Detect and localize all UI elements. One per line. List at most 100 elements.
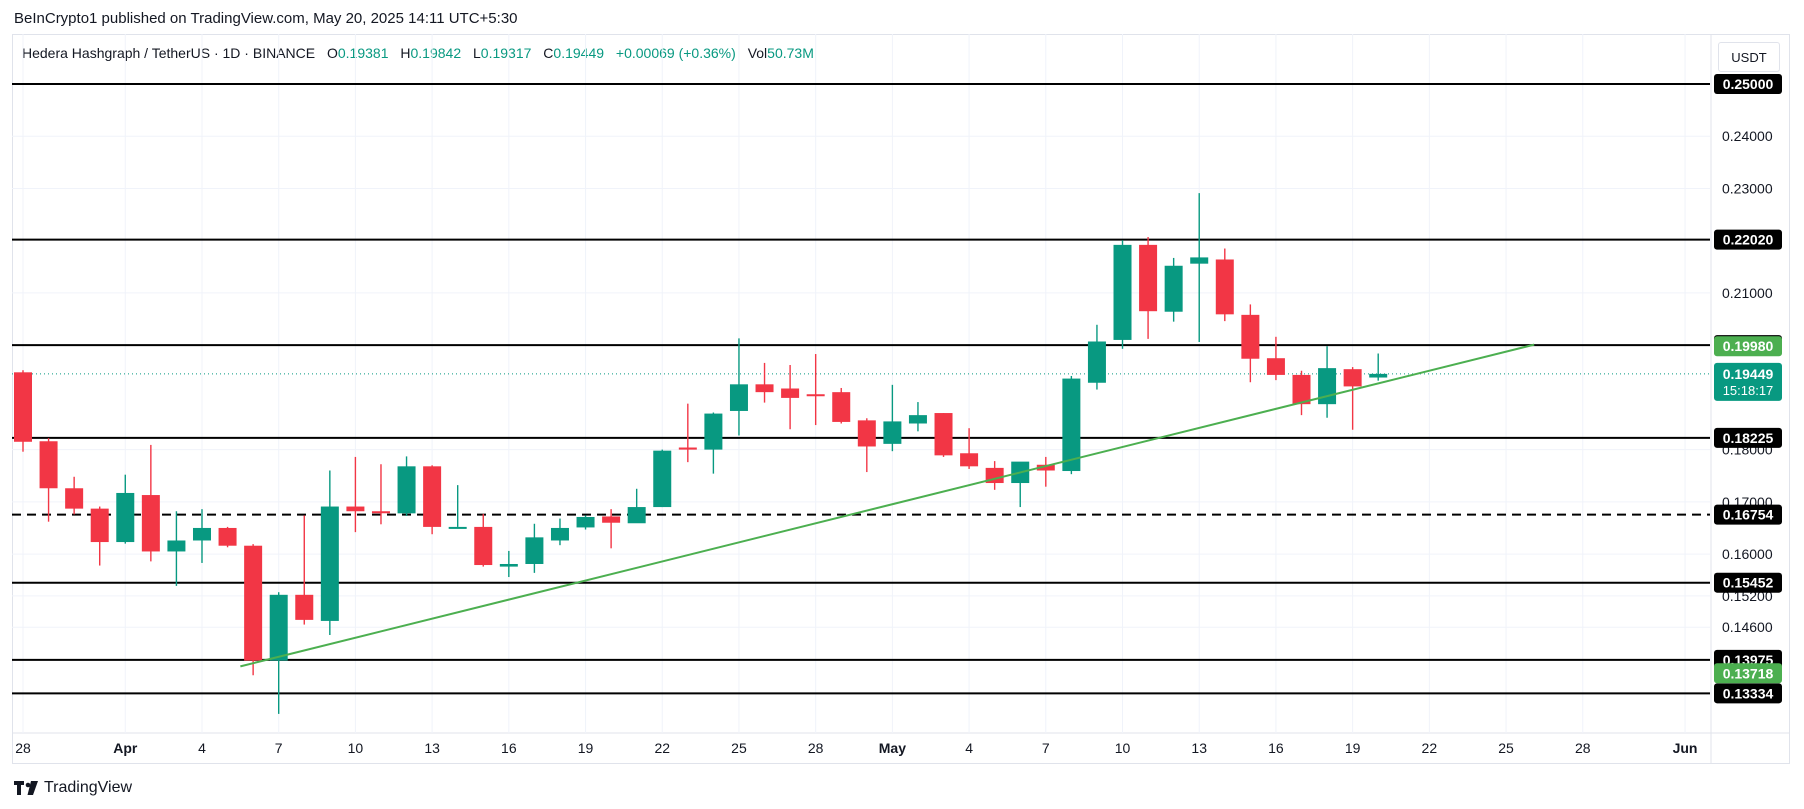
candle bbox=[1292, 370, 1311, 416]
level-price-tag-bg bbox=[1714, 572, 1782, 593]
x-tick-label: 13 bbox=[424, 740, 440, 756]
ascending-trendline[interactable] bbox=[240, 343, 1535, 668]
candle bbox=[908, 402, 927, 432]
alert-price-tag: 0.19980 bbox=[1723, 338, 1774, 354]
candle-body bbox=[295, 594, 314, 620]
candle-body bbox=[346, 506, 365, 512]
candle bbox=[627, 488, 646, 524]
candle bbox=[320, 470, 339, 636]
open-label: O bbox=[326, 45, 338, 61]
candle-body bbox=[192, 527, 211, 541]
x-tick-label: 19 bbox=[578, 740, 594, 756]
candle bbox=[602, 509, 621, 549]
candle bbox=[371, 464, 390, 525]
candle bbox=[167, 511, 186, 586]
candle-body bbox=[857, 420, 876, 447]
alert-price-tag-bg bbox=[1714, 663, 1782, 684]
high-value: 0.19842 bbox=[410, 45, 462, 61]
x-tick-label: 22 bbox=[654, 740, 670, 756]
y-tick-label: 0.24000 bbox=[1722, 128, 1773, 144]
candle bbox=[704, 412, 723, 474]
level-price-tag: 0.22020 bbox=[1723, 232, 1774, 248]
level-price-tag: 0.16754 bbox=[1723, 507, 1774, 523]
current-price-tag: 0.19449 bbox=[1723, 366, 1774, 382]
candle bbox=[218, 526, 237, 548]
level-price-tag: 0.15452 bbox=[1723, 575, 1774, 591]
x-tick-label: 10 bbox=[348, 740, 364, 756]
level-price-tag-bg bbox=[1714, 229, 1782, 250]
candle bbox=[729, 338, 748, 436]
time-axis[interactable]: 28 Apr 4 7 10 13 16 19 22 25 28 May 4 7 10 13 16 19 22 25 28… bbox=[15, 740, 1697, 756]
candle-body bbox=[1190, 257, 1209, 264]
candle bbox=[1266, 336, 1285, 381]
x-tick-label: 16 bbox=[501, 740, 517, 756]
candle bbox=[14, 370, 32, 452]
candle bbox=[474, 513, 493, 567]
close-value: 0.19449 bbox=[553, 45, 605, 61]
level-price-tag: 0.25000 bbox=[1723, 76, 1774, 92]
candle-body bbox=[1215, 259, 1234, 315]
candle-body bbox=[1266, 358, 1285, 375]
candle-body bbox=[806, 394, 825, 397]
x-tick-label: Jun bbox=[1673, 740, 1698, 756]
candle-body bbox=[141, 495, 160, 552]
countdown-label: 15:18:17 bbox=[1723, 383, 1774, 398]
candle bbox=[806, 354, 825, 426]
symbol-name[interactable]: Hedera Hashgraph / TetherUS · 1D · BINAN… bbox=[22, 45, 316, 61]
candle-body bbox=[704, 413, 723, 450]
symbol-legend: Hedera Hashgraph / TetherUS · 1D · BINAN… bbox=[22, 45, 814, 61]
candle-body bbox=[499, 563, 518, 567]
tradingview-brand: TradingView bbox=[44, 779, 133, 796]
horizontal-levels bbox=[12, 83, 1710, 695]
candle bbox=[857, 418, 876, 473]
tradingview-logo[interactable]: TradingView bbox=[14, 779, 132, 797]
candle-body bbox=[1139, 244, 1158, 312]
candle-body bbox=[65, 488, 84, 509]
level-price-tag-bg bbox=[1714, 504, 1782, 525]
candle bbox=[269, 592, 288, 714]
candle bbox=[192, 509, 211, 563]
x-tick-label: 19 bbox=[1345, 740, 1361, 756]
x-tick-label: 7 bbox=[1042, 740, 1050, 756]
candle bbox=[1343, 367, 1362, 430]
trendline-group[interactable] bbox=[240, 343, 1535, 668]
candle bbox=[90, 506, 109, 566]
candle-body bbox=[781, 388, 800, 398]
candle bbox=[755, 362, 774, 403]
x-tick-label: 4 bbox=[965, 740, 973, 756]
candle bbox=[1036, 456, 1055, 487]
price-tags: 0.250000.220200.200000.182250.167540.154… bbox=[1714, 74, 1782, 704]
candle bbox=[525, 523, 544, 573]
candle bbox=[934, 413, 953, 457]
publish-banner: BeInCrypto1 published on TradingView.com… bbox=[14, 10, 518, 27]
candle bbox=[346, 456, 365, 533]
candle bbox=[423, 465, 442, 535]
y-tick-label: 0.16000 bbox=[1722, 546, 1773, 562]
currency-selector[interactable]: USDT bbox=[1718, 42, 1780, 72]
level-price-tag-bg bbox=[1714, 683, 1782, 704]
candle-body bbox=[1292, 374, 1311, 405]
candle-body bbox=[1241, 314, 1260, 359]
tradingview-icon bbox=[14, 781, 38, 795]
candle-body bbox=[39, 441, 58, 489]
candle-body bbox=[1087, 341, 1106, 383]
candle bbox=[960, 428, 979, 469]
y-tick-label: 0.23000 bbox=[1722, 180, 1773, 196]
candle bbox=[1241, 304, 1260, 383]
candle bbox=[65, 476, 84, 515]
close-label: C bbox=[543, 45, 554, 61]
candle-body bbox=[1062, 378, 1081, 472]
low-label: L bbox=[473, 45, 481, 61]
volume-label: Vol bbox=[747, 45, 768, 61]
y-tick-label: 0.21000 bbox=[1722, 285, 1773, 301]
x-tick-label: Apr bbox=[113, 740, 138, 756]
candle-body bbox=[832, 392, 851, 422]
current-price-tag-bg bbox=[1714, 362, 1782, 401]
candle bbox=[397, 456, 416, 516]
candle-body bbox=[90, 508, 109, 543]
candle-body bbox=[1318, 368, 1337, 405]
candle-body bbox=[729, 384, 748, 411]
candle bbox=[1139, 237, 1158, 339]
x-tick-label: 13 bbox=[1191, 740, 1207, 756]
